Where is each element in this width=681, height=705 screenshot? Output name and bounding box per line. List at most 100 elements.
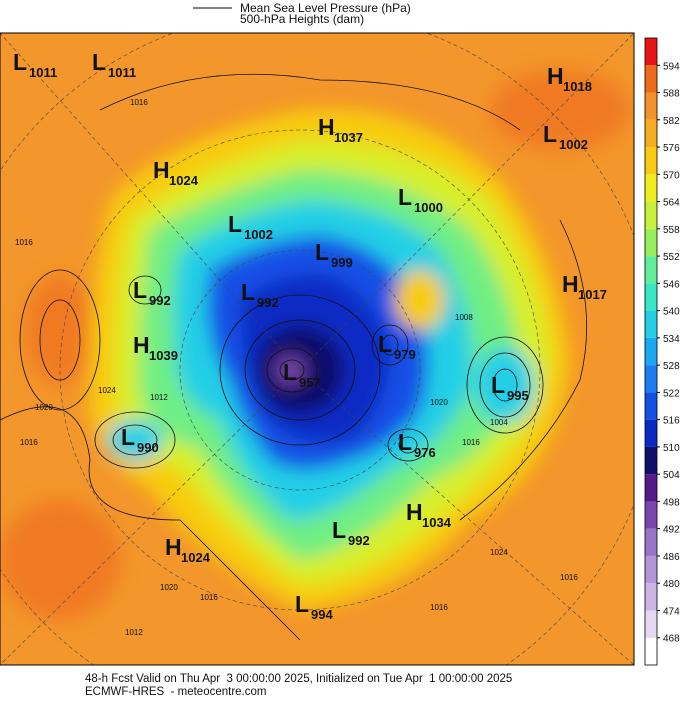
colorbar-label: 534 [663, 334, 680, 345]
colorbar-swatch [645, 583, 657, 611]
center-pressure: 992 [149, 293, 171, 308]
contour-label: 1016 [462, 438, 480, 447]
colorbar-label: 468 [663, 634, 680, 645]
center-pressure: 999 [331, 255, 353, 270]
colorbar-label: 528 [663, 361, 680, 372]
colorbar-label: 492 [663, 525, 680, 536]
legend-label: 500-hPa Heights (dam) [240, 12, 364, 26]
center-letter: L [543, 121, 557, 147]
center-letter: L [398, 429, 412, 455]
colorbar-swatch [645, 201, 657, 229]
colorbar-swatch [645, 365, 657, 393]
colorbar-swatch [645, 65, 657, 93]
colorbar-label: 474 [663, 606, 680, 617]
colorbar-swatch [645, 610, 657, 638]
center-letter: L [332, 517, 346, 543]
colorbar-label: 498 [663, 497, 680, 508]
colorbar-label: 504 [663, 470, 680, 481]
colorbar-swatch [645, 419, 657, 447]
contour-label: 1016 [430, 603, 448, 612]
colorbar-swatch [645, 555, 657, 584]
center-letter: L [121, 424, 135, 450]
colorbar-label: 594 [663, 61, 680, 72]
colorbar-swatch [645, 174, 657, 202]
legend-label: Mean Sea Level Pressure (hPa) [240, 1, 411, 15]
center-letter: H [318, 114, 335, 140]
center-pressure: 1011 [29, 65, 57, 80]
contour-label: 1016 [20, 438, 38, 447]
footer-line: ECMWF-HRES - meteocentre.com [85, 686, 266, 698]
colorbar-swatch [645, 92, 657, 120]
contour-label: 1016 [560, 573, 578, 582]
colorbar-swatch [645, 637, 657, 665]
center-pressure: 1000 [414, 200, 443, 215]
contour-label: 1016 [15, 238, 33, 247]
center-letter: L [228, 211, 242, 237]
center-pressure: 995 [507, 388, 529, 403]
colorbar-swatch [645, 119, 657, 148]
center-letter: L [133, 277, 147, 303]
center-pressure: 1002 [244, 227, 273, 242]
center-pressure: 1017 [578, 287, 607, 302]
colorbar-swatch [645, 392, 657, 420]
colorbar-label: 486 [663, 552, 680, 563]
colorbar-label: 570 [663, 170, 680, 181]
colorbar-swatch [645, 256, 657, 284]
colorbar-label: 540 [663, 307, 680, 318]
center-letter: H [406, 499, 423, 525]
colorbar-swatch [645, 446, 657, 475]
center-pressure: 1024 [169, 173, 199, 188]
colorbar-swatch [645, 528, 657, 556]
map-frame [0, 32, 635, 666]
contour-label: 1012 [150, 393, 168, 402]
center-pressure: 1037 [334, 130, 363, 145]
center-pressure: 994 [311, 607, 333, 622]
footer-line: 48-h Fcst Valid on Thu Apr 3 00:00:00 20… [85, 673, 512, 685]
contour-label: 1024 [98, 386, 116, 395]
colorbar-label: 582 [663, 116, 680, 127]
colorbar-swatch [645, 337, 657, 366]
colorbar-label: 546 [663, 279, 680, 290]
center-pressure: 990 [137, 440, 159, 455]
center-letter: H [153, 157, 170, 183]
colorbar-swatch [645, 474, 657, 502]
contour-label: 1024 [490, 548, 508, 557]
colorbar-label: 576 [663, 143, 680, 154]
map [0, 33, 634, 665]
center-pressure: 976 [414, 445, 436, 460]
contour-label: 1004 [490, 418, 508, 427]
center-letter: L [378, 331, 392, 357]
contour-label: 1008 [455, 313, 473, 322]
center-pressure: 1034 [422, 515, 452, 530]
center-letter: L [491, 372, 505, 398]
contour-label: 1016 [200, 593, 218, 602]
colorbar-label: 480 [663, 579, 680, 590]
center-pressure: 992 [348, 533, 370, 548]
center-pressure: 957 [299, 375, 321, 390]
center-letter: L [241, 279, 255, 305]
colorbar-swatch [645, 147, 657, 175]
center-letter: H [165, 534, 182, 560]
center-letter: L [315, 239, 329, 265]
colorbar-label: 510 [663, 443, 680, 454]
contour-label: 1020 [430, 398, 448, 407]
center-letter: L [283, 359, 297, 385]
center-letter: L [295, 591, 309, 617]
center-pressure: 992 [257, 295, 279, 310]
center-pressure: 1039 [149, 348, 178, 363]
contour-label: 1012 [125, 628, 143, 637]
colorbar-label: 558 [663, 225, 680, 236]
colorbar-label: 522 [663, 388, 680, 399]
center-pressure: 1018 [563, 79, 592, 94]
center-letter: H [547, 63, 564, 89]
colorbar-label: 552 [663, 252, 680, 263]
colorbar-swatch [645, 310, 657, 338]
contour-label: 1020 [35, 403, 53, 412]
contour-label: 1020 [160, 583, 178, 592]
colorbar-label: 516 [663, 416, 680, 427]
contour-label: 1016 [130, 98, 148, 107]
center-letter: H [133, 332, 150, 358]
colorbar-swatch [645, 283, 657, 311]
colorbar-swatch [645, 501, 657, 529]
colorbar-label: 588 [663, 89, 680, 100]
